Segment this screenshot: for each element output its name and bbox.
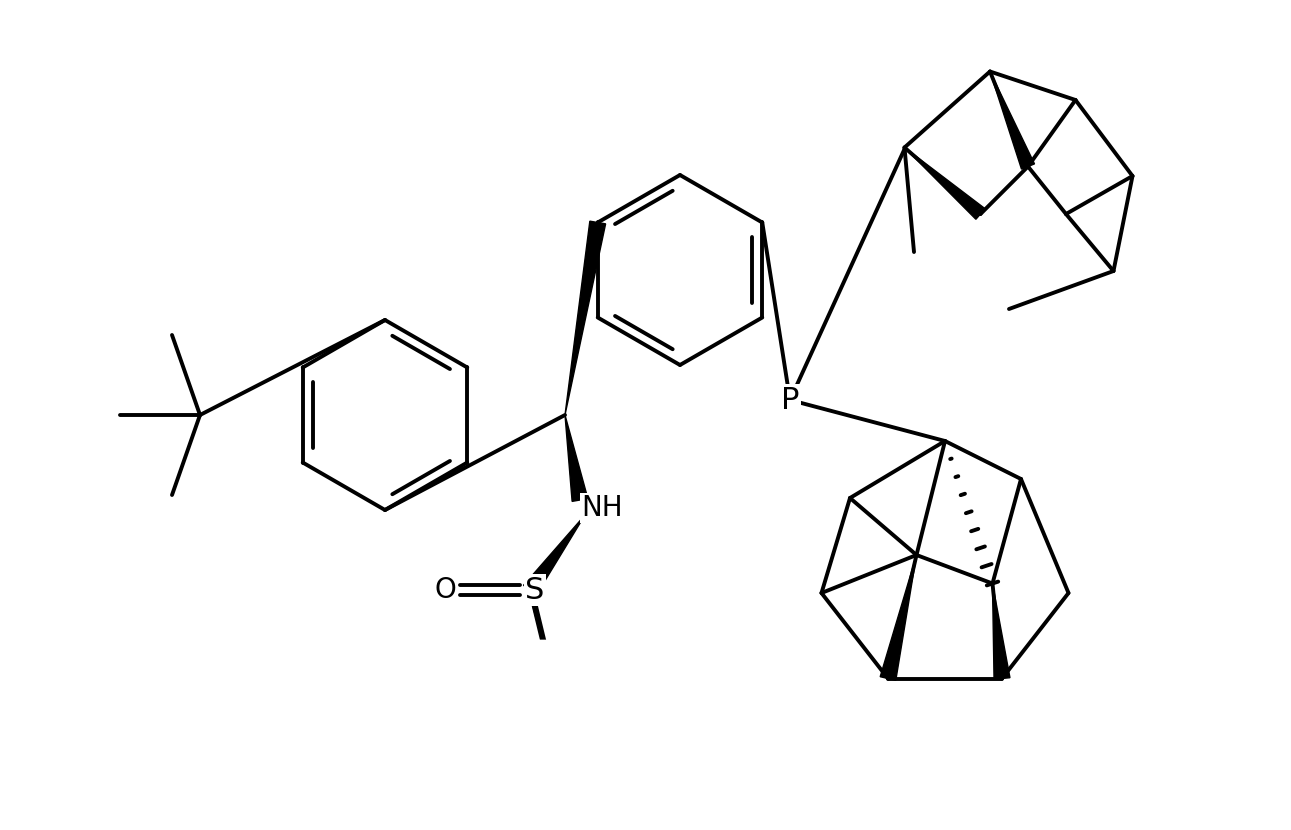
Polygon shape [993, 583, 1010, 679]
Polygon shape [400, 640, 750, 800]
Polygon shape [990, 71, 1034, 169]
Polygon shape [565, 221, 605, 415]
Text: O: O [434, 576, 456, 604]
Text: P: P [781, 385, 799, 414]
Polygon shape [524, 515, 585, 595]
Polygon shape [400, 640, 750, 810]
Text: S: S [525, 575, 545, 604]
Text: NH: NH [581, 494, 622, 522]
Polygon shape [880, 555, 917, 681]
Polygon shape [905, 148, 985, 219]
Polygon shape [565, 415, 587, 501]
